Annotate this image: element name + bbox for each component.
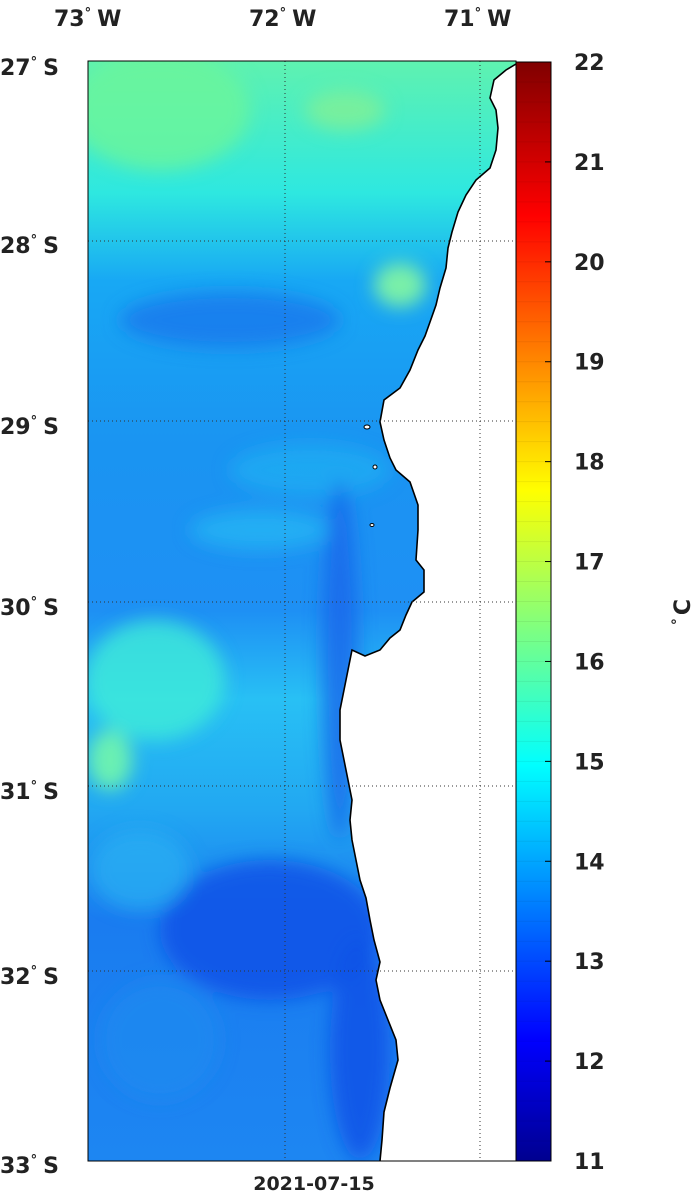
colorbar-tick-label: 22 [574, 51, 605, 76]
lat-label-27: 27° S [0, 55, 59, 81]
lat-label-29: 29° S [0, 414, 59, 440]
colorbar-tick-label: 21 [574, 151, 605, 176]
colorbar-tick-label: 15 [574, 750, 605, 775]
colorbar-tick-label: 14 [574, 850, 605, 875]
lon-label-72: 72° W [249, 6, 316, 32]
colorbar-tick-label: 18 [574, 451, 605, 476]
sst-features [88, 61, 426, 1160]
colorbar-tick-label: 19 [574, 351, 605, 376]
colorbar-tick-label: 16 [574, 650, 605, 675]
sst-field [88, 61, 516, 1161]
colorbar-unit-label: °C [670, 599, 696, 625]
colorbar-tick-label: 13 [574, 950, 605, 975]
colorbar-ticks: 22 21 20 19 18 17 16 15 14 13 12 11 [545, 51, 605, 1175]
lon-label-71: 71° W [444, 6, 511, 32]
lat-labels: 27° S 28° S 29° S 30° S 31° S 32° S 33° S [0, 55, 59, 1179]
island [363, 424, 371, 430]
colorbar-tick-label: 17 [574, 551, 605, 576]
coastline [339, 63, 516, 1161]
lat-label-31: 31° S [0, 779, 59, 805]
graticule [88, 61, 516, 1161]
date-label: 2021-07-15 [253, 1173, 375, 1193]
lon-labels: 73° W 72° W 71° W [54, 6, 511, 32]
island [369, 523, 375, 527]
land-mask [340, 61, 516, 1161]
lat-label-28: 28° S [0, 233, 59, 259]
lat-label-30: 30° S [0, 595, 59, 621]
colorbar-tick-label: 11 [574, 1150, 605, 1175]
lat-label-32: 32° S [0, 964, 59, 990]
colorbar-tick-label: 20 [574, 251, 605, 276]
colorbar-frame [515, 61, 552, 1162]
lat-label-33: 33° S [0, 1153, 59, 1179]
colorbar-gradient [516, 62, 551, 1161]
lon-label-73: 73° W [54, 6, 121, 32]
colorbar-tick-label: 12 [574, 1050, 605, 1075]
island [372, 464, 378, 470]
colorbar: 22 21 20 19 18 17 16 15 14 13 12 11 °C [515, 51, 696, 1175]
